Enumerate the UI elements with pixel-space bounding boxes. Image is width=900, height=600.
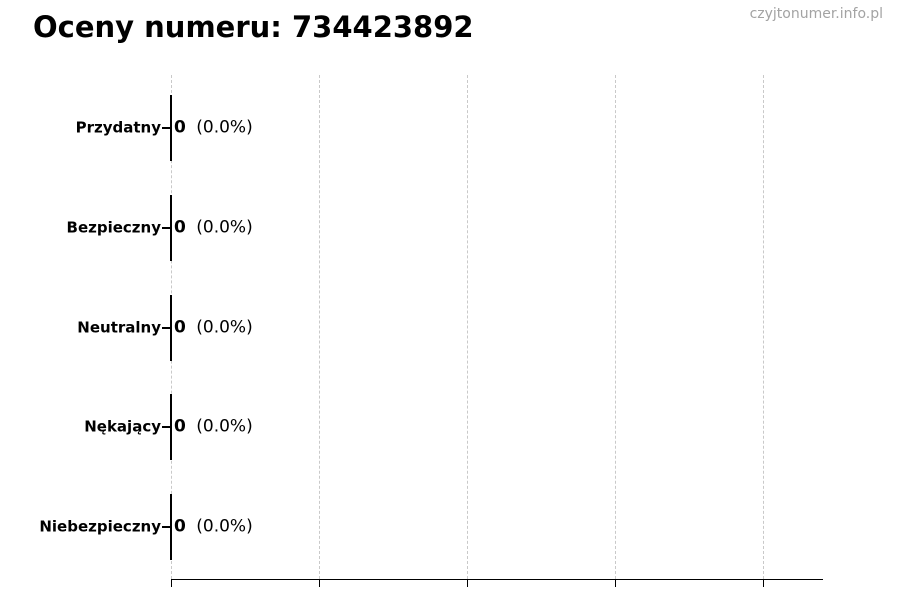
y-axis-tick <box>162 227 171 229</box>
value-count: 0 <box>174 117 186 138</box>
zero-value-bar <box>170 95 172 161</box>
chart-title: Oceny numeru: 734423892 <box>33 10 474 44</box>
value-count: 0 <box>174 516 186 537</box>
zero-value-bar <box>170 295 172 361</box>
value-percent: (0.0%) <box>196 217 253 238</box>
y-axis-tick <box>162 327 171 329</box>
value-percent: (0.0%) <box>196 416 253 437</box>
x-axis-tick <box>466 580 469 587</box>
value-percent: (0.0%) <box>196 317 253 338</box>
vertical-gridline <box>466 75 468 579</box>
zero-value-bar <box>170 494 172 560</box>
category-label: Przydatny <box>75 118 161 137</box>
value-count: 0 <box>174 416 186 437</box>
vertical-gridline <box>762 75 764 579</box>
vertical-gridline <box>614 75 616 579</box>
category-label: Niebezpieczny <box>39 517 161 536</box>
y-axis-tick <box>162 426 171 428</box>
x-axis-tick <box>762 580 765 587</box>
value-annotation: 0 (0.0%) <box>174 117 253 138</box>
y-axis-tick <box>162 127 171 129</box>
watermark-text: czyjtonumer.info.pl <box>749 6 883 22</box>
value-count: 0 <box>174 217 186 238</box>
value-percent: (0.0%) <box>196 117 253 138</box>
value-annotation: 0 (0.0%) <box>174 317 253 338</box>
value-annotation: 0 (0.0%) <box>174 217 253 238</box>
value-percent: (0.0%) <box>196 516 253 537</box>
vertical-gridline <box>318 75 320 579</box>
category-label: Nękający <box>84 417 161 436</box>
category-label: Neutralny <box>77 318 161 337</box>
x-axis-tick <box>170 580 173 587</box>
x-axis-tick <box>318 580 321 587</box>
category-label: Bezpieczny <box>66 218 161 237</box>
value-annotation: 0 (0.0%) <box>174 416 253 437</box>
y-axis-tick <box>162 526 171 528</box>
x-axis-tick <box>614 580 617 587</box>
zero-value-bar <box>170 195 172 261</box>
zero-value-bar <box>170 394 172 460</box>
value-count: 0 <box>174 317 186 338</box>
x-axis-line <box>171 579 823 580</box>
value-annotation: 0 (0.0%) <box>174 516 253 537</box>
